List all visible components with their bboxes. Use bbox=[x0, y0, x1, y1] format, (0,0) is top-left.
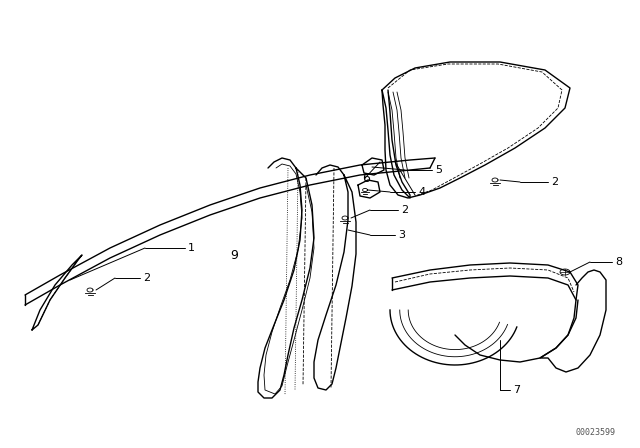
Text: 2: 2 bbox=[551, 177, 558, 187]
Text: 4: 4 bbox=[418, 187, 425, 197]
Text: 5: 5 bbox=[435, 165, 442, 175]
Text: 2: 2 bbox=[401, 205, 408, 215]
Text: 3: 3 bbox=[398, 230, 405, 240]
Text: 7: 7 bbox=[513, 385, 520, 395]
Text: 6: 6 bbox=[362, 172, 370, 185]
Text: 8: 8 bbox=[615, 257, 622, 267]
Text: 2: 2 bbox=[143, 273, 150, 283]
Text: 9: 9 bbox=[230, 249, 238, 262]
Text: 1: 1 bbox=[188, 243, 195, 253]
Text: 00023599: 00023599 bbox=[575, 427, 615, 436]
